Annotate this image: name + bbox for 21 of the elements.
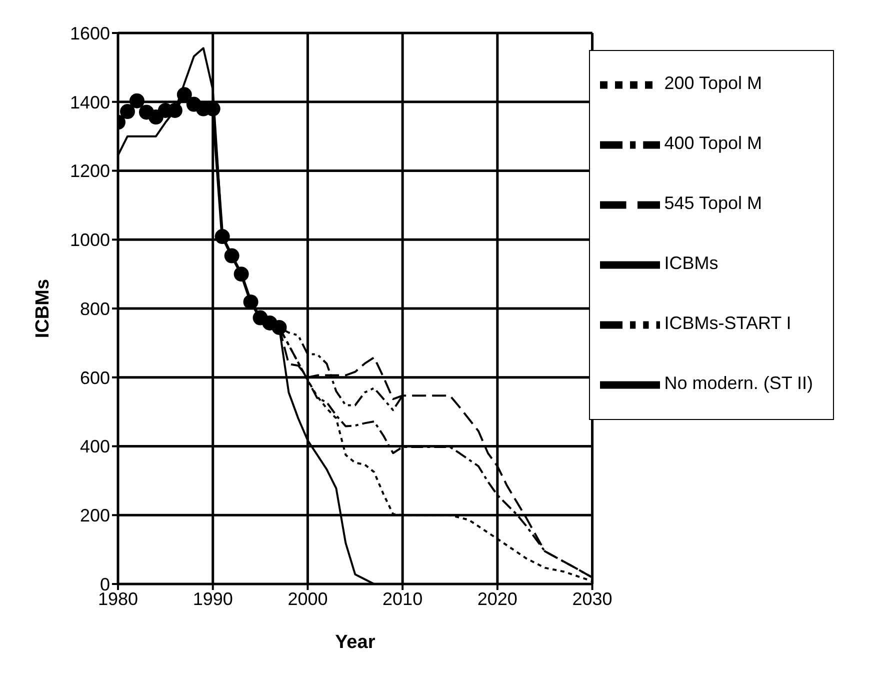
y-tick-label: 1200 bbox=[70, 161, 110, 182]
y-tick-label: 600 bbox=[80, 368, 110, 388]
y-tick-label: 200 bbox=[80, 506, 110, 526]
y-tick-label: 1400 bbox=[70, 92, 110, 112]
y-tick-label: 1600 bbox=[70, 23, 110, 44]
legend-label: 200 Topol M bbox=[664, 73, 762, 94]
legend-label: ICBMs-START I bbox=[664, 313, 792, 334]
x-tick-label: 1990 bbox=[192, 588, 233, 609]
x-tick-label: 2010 bbox=[382, 588, 423, 609]
x-tick-label: 2020 bbox=[477, 588, 518, 609]
y-tick-label: 400 bbox=[80, 436, 110, 457]
x-tick-label: 2030 bbox=[572, 588, 612, 609]
legend-label: ICBMs bbox=[664, 253, 718, 274]
y-axis-title: ICBMs bbox=[32, 278, 54, 338]
x-axis-title: Year bbox=[335, 632, 376, 653]
legend-label: 545 Topol M bbox=[664, 193, 762, 214]
legend-label: 400 Topol M bbox=[664, 133, 762, 154]
legend-label: No modern. (ST II) bbox=[664, 373, 813, 394]
y-tick-label: 800 bbox=[80, 298, 110, 319]
y-tick-label: 1000 bbox=[70, 230, 110, 250]
x-tick-label: 2000 bbox=[288, 588, 328, 609]
